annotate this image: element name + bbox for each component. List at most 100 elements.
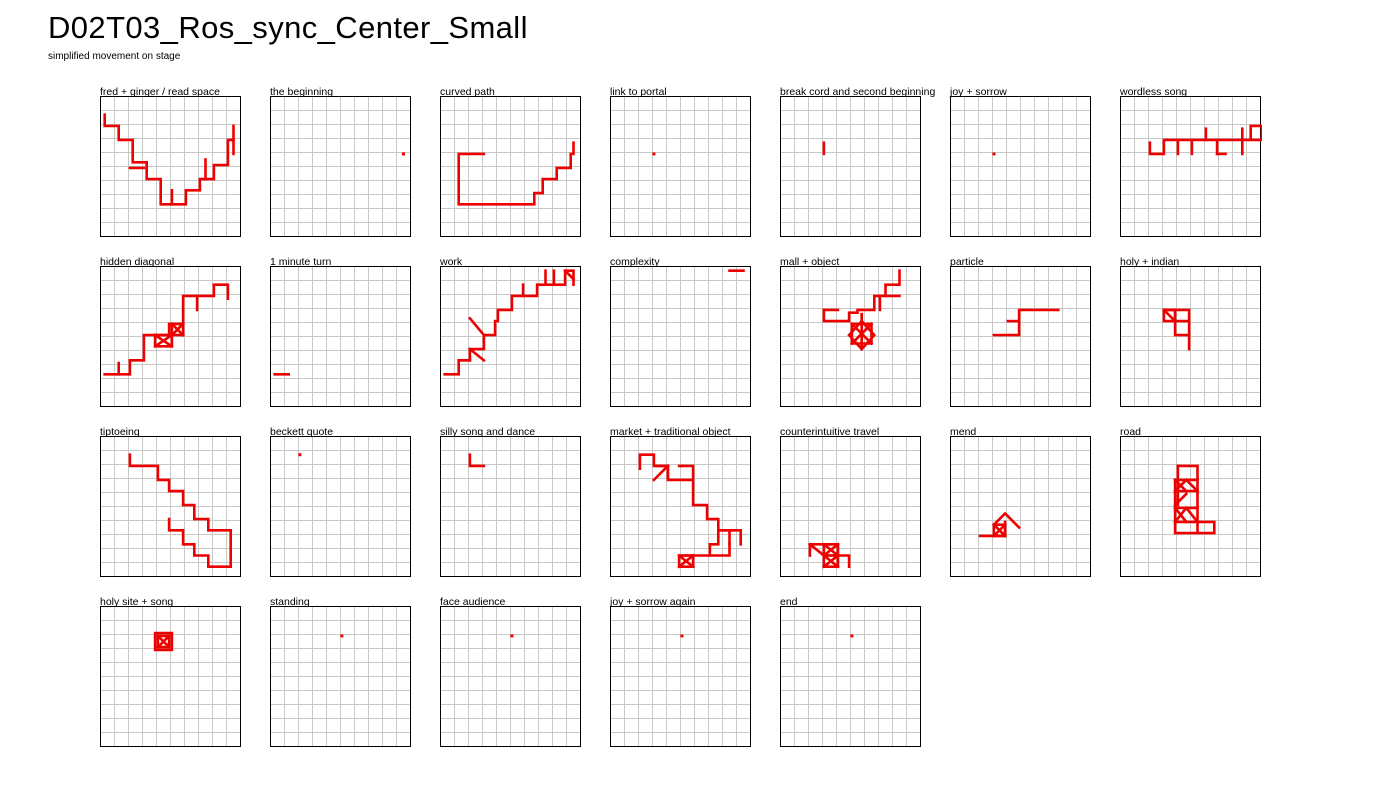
- stage-grid: [440, 96, 581, 237]
- stage-grid: [440, 436, 581, 577]
- stage-border: [780, 436, 921, 577]
- stage-grid: [610, 266, 751, 407]
- movement-mark: [1176, 464, 1199, 482]
- stage-border: [100, 606, 241, 747]
- stage-border: [100, 266, 241, 407]
- movement-mark: [655, 464, 670, 479]
- position-dot: [850, 634, 854, 638]
- stage-border: [950, 266, 1091, 407]
- stage-border: [440, 96, 581, 237]
- movement-panel: curved path: [440, 86, 590, 246]
- stage-border: [100, 436, 241, 577]
- movement-panel: holy site + song: [100, 596, 250, 756]
- panel-label: curved path: [440, 86, 495, 98]
- stage-grid: [100, 606, 241, 747]
- panel-label: wordless song: [1120, 86, 1188, 98]
- stage-grid: [780, 266, 921, 407]
- stage-border: [270, 266, 411, 407]
- movement-path: [128, 453, 232, 568]
- stage-border: [780, 96, 921, 237]
- position-dot: [402, 152, 405, 156]
- panel-label: the beginning: [270, 86, 334, 98]
- stage-grid: [270, 606, 411, 747]
- panel-label: counterintuitive travel: [780, 426, 880, 438]
- panel-label: beckett quote: [270, 426, 334, 438]
- movement-path: [103, 113, 235, 206]
- panel-label: market + traditional object: [610, 426, 731, 438]
- position-dot: [340, 634, 344, 638]
- movement-panel: particle: [950, 256, 1100, 416]
- movement-panel: work: [440, 256, 590, 416]
- movement-panel: tiptoeing: [100, 426, 250, 586]
- panel-label: work: [440, 256, 463, 268]
- movement-panel: standing: [270, 596, 420, 756]
- movement-mark: [1173, 308, 1191, 337]
- stage-border: [1120, 436, 1261, 577]
- movement-mark: [847, 319, 877, 352]
- movement-panel: face audience: [440, 596, 590, 756]
- movement-mark: [468, 316, 486, 337]
- stage-grid: [100, 96, 241, 237]
- movement-mark: [822, 542, 840, 558]
- panel-label: holy site + song: [100, 596, 174, 608]
- movement-panel: joy + sorrow: [950, 86, 1100, 246]
- movement-mark: [677, 553, 695, 569]
- stage-grid: [780, 606, 921, 747]
- movement-panel: counterintuitive travel: [780, 426, 930, 586]
- panel-label: link to portal: [610, 86, 667, 98]
- panel-label: mend: [950, 426, 977, 438]
- movement-mark: [836, 554, 851, 568]
- movement-panel: hidden diagonal: [100, 256, 250, 416]
- panel-label: holy + indian: [1120, 256, 1180, 268]
- position-dot: [992, 152, 996, 156]
- movement-mark: [708, 529, 720, 557]
- stage-grid: [1120, 436, 1261, 577]
- movement-panel: market + traditional object: [610, 426, 760, 586]
- panel-label: hidden diagonal: [100, 256, 175, 268]
- movement-path: [1148, 124, 1262, 156]
- panel-label: end: [780, 596, 798, 608]
- movement-mark: [1173, 492, 1189, 507]
- stage-border: [440, 606, 581, 747]
- stage-border: [610, 96, 751, 237]
- stage-grid: [270, 436, 411, 577]
- panel-label: joy + sorrow: [950, 86, 1007, 98]
- movement-path: [822, 269, 901, 323]
- panel-label: fred + ginger / read space: [100, 86, 220, 98]
- panel-label: face audience: [440, 596, 506, 608]
- movement-mark: [677, 464, 695, 482]
- movement-mark: [808, 542, 826, 558]
- stage-grid: [100, 436, 241, 577]
- stage-grid: [440, 606, 581, 747]
- movement-mark: [167, 517, 232, 568]
- stage-border: [780, 606, 921, 747]
- page-title: D02T03_Ros_sync_Center_Small: [48, 10, 528, 45]
- stage-border: [1120, 266, 1261, 407]
- stage-grid: [1120, 96, 1262, 237]
- stage-grid: [780, 96, 921, 237]
- movement-mark: [1173, 506, 1189, 524]
- panel-label: particle: [950, 256, 984, 268]
- stage-border: [100, 96, 241, 237]
- stage-border: [610, 606, 751, 747]
- movement-mark: [1162, 308, 1177, 323]
- movement-panel: mend: [950, 426, 1100, 586]
- movement-mark: [153, 333, 174, 349]
- movement-mark: [563, 268, 576, 281]
- movement-panel: holy + indian: [1120, 256, 1270, 416]
- panel-label: 1 minute turn: [270, 256, 332, 268]
- panel-label: standing: [270, 596, 310, 608]
- movement-panel: fred + ginger / read space: [100, 86, 250, 246]
- stage-grid: [610, 96, 751, 237]
- panel-label: road: [1120, 426, 1142, 438]
- movement-panel: wordless song: [1120, 86, 1270, 246]
- movement-path: [638, 453, 731, 546]
- movement-panel: road: [1120, 426, 1270, 586]
- panel-label: break cord and second beginning: [780, 86, 936, 98]
- movement-panel: joy + sorrow again: [610, 596, 760, 756]
- movement-path: [468, 453, 486, 468]
- stage-border: [1120, 96, 1261, 237]
- movement-panel: silly song and dance: [440, 426, 590, 586]
- movement-mark: [652, 464, 670, 482]
- stage-grid: [780, 436, 921, 577]
